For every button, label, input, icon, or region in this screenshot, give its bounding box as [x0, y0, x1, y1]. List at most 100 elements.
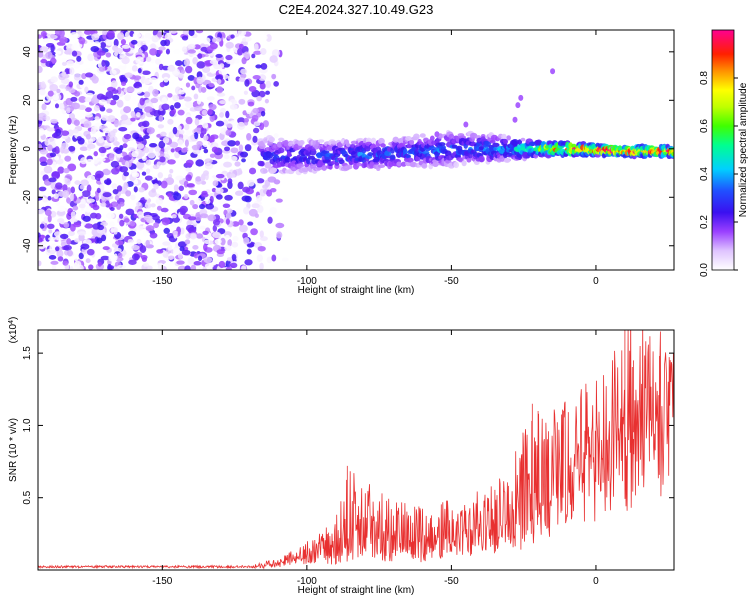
- heatmap-noise-cell: [125, 208, 135, 216]
- heatmap-noise-cell: [168, 131, 175, 139]
- heatmap-band-cell: [421, 163, 428, 169]
- heatmap-noise-cell: [110, 160, 120, 168]
- heatmap-noise-cell: [225, 110, 230, 119]
- heatmap-noise-cell: [194, 117, 200, 126]
- heatmap-noise-cell: [109, 69, 117, 76]
- heatmap-noise-cell: [238, 43, 244, 50]
- heatmap-noise-cell: [235, 208, 242, 213]
- heatmap-band-cell: [409, 140, 415, 145]
- heatmap-noise-cell: [259, 122, 265, 131]
- heatmap-noise-cell: [124, 94, 131, 102]
- heatmap-noise-cell: [273, 80, 279, 87]
- heatmap-noise-cell: [49, 152, 57, 158]
- heatmap-noise-cell: [42, 198, 49, 203]
- heatmap-noise-cell: [217, 78, 222, 85]
- heatmap-noise-cell: [250, 160, 255, 166]
- heatmap-band-cell: [469, 132, 478, 139]
- heatmap-noise-cell: [267, 216, 273, 224]
- heatmap-noise-cell: [38, 143, 43, 150]
- spectrogram-y-tick-label: 20: [22, 94, 33, 106]
- heatmap-band-cell: [506, 135, 511, 141]
- heatmap-noise-cell: [58, 121, 65, 127]
- spectrogram-y-ticks: 40 20 0 -20 -40: [22, 46, 674, 253]
- heatmap-noise-cell: [216, 37, 222, 43]
- heatmap-noise-cell: [63, 168, 70, 174]
- heatmap-noise-cell: [39, 149, 49, 155]
- heatmap-noise-cell: [177, 253, 183, 260]
- heatmap-noise-cell: [133, 179, 139, 185]
- heatmap-band-cell: [406, 157, 414, 163]
- heatmap-noise-cell: [70, 211, 76, 219]
- heatmap-band-cell: [400, 161, 407, 167]
- heatmap-noise-cell: [144, 175, 153, 181]
- heatmap-noise-cell: [215, 173, 225, 179]
- heatmap-noise-cell: [136, 161, 145, 169]
- heatmap-band-cell: [371, 143, 376, 150]
- heatmap-noise-cell: [101, 115, 109, 121]
- heatmap-noise-cell: [111, 167, 120, 175]
- heatmap-noise-cell: [211, 146, 219, 153]
- heatmap-noise-cell: [47, 137, 56, 145]
- snr-x-tick-label: -50: [444, 576, 459, 587]
- heatmap-noise-cell: [244, 79, 250, 87]
- heatmap-noise-cell: [216, 86, 224, 94]
- heatmap-band-cell: [380, 143, 386, 148]
- heatmap-noise-cell: [111, 89, 119, 94]
- heatmap-noise-cell: [172, 126, 178, 135]
- heatmap-noise-cell: [194, 106, 203, 112]
- heatmap-noise-cell: [138, 121, 147, 128]
- heatmap-noise-cell: [53, 231, 62, 237]
- heatmap-noise-cell: [261, 34, 268, 41]
- heatmap-band-cell: [434, 131, 440, 138]
- heatmap-noise-cell: [185, 65, 193, 74]
- heatmap-band-cell: [478, 145, 485, 151]
- heatmap-noise-cell: [216, 92, 226, 97]
- heatmap-band-cell: [370, 137, 377, 144]
- heatmap-noise-cell: [248, 86, 257, 93]
- heatmap-band-cell: [501, 133, 507, 139]
- heatmap-noise-cell: [38, 237, 43, 244]
- heatmap-noise-cell: [225, 260, 231, 268]
- heatmap-noise-cell: [122, 143, 128, 149]
- heatmap-noise-cell: [259, 82, 266, 90]
- heatmap-noise-cell: [187, 146, 193, 152]
- heatmap-noise-cell: [116, 185, 123, 192]
- heatmap-noise-cell: [260, 47, 267, 55]
- heatmap-noise-cell: [193, 252, 199, 259]
- heatmap-noise-cell: [107, 115, 116, 123]
- heatmap-noise-cell: [156, 249, 164, 254]
- heatmap-noise-cell: [234, 190, 244, 196]
- heatmap-noise-cell: [69, 218, 78, 223]
- heatmap-noise-cell: [226, 208, 233, 214]
- heatmap-noise-cell: [175, 175, 184, 181]
- heatmap-noise-cell: [110, 226, 119, 233]
- heatmap-noise-cell: [113, 119, 120, 128]
- heatmap-band-cell: [301, 167, 309, 173]
- heatmap-noise-cell: [46, 158, 53, 166]
- heatmap-noise-cell: [181, 249, 191, 256]
- heatmap-noise-cell: [104, 200, 110, 208]
- heatmap-band-cell: [440, 145, 446, 150]
- heatmap-noise-cell: [66, 48, 72, 54]
- heatmap-noise-cell: [150, 43, 157, 50]
- heatmap-noise-cell: [71, 50, 78, 57]
- heatmap-noise-cell: [47, 196, 52, 201]
- heatmap-noise-cell: [79, 184, 85, 190]
- heatmap-noise-cell: [119, 53, 126, 59]
- heatmap-noise-cell: [244, 195, 252, 203]
- heatmap-noise-cell: [271, 254, 277, 262]
- heatmap-noise-cell: [100, 202, 107, 207]
- heatmap-noise-cell: [106, 212, 115, 219]
- heatmap-noise-cell: [39, 223, 45, 229]
- heatmap-noise-cell: [202, 230, 209, 235]
- heatmap-noise-cell: [98, 146, 107, 154]
- heatmap-noise-cell: [203, 148, 209, 154]
- heatmap-noise-cell: [197, 53, 203, 60]
- heatmap-noise-cell: [225, 129, 232, 136]
- heatmap-band-cell: [671, 151, 674, 157]
- heatmap-noise-cell: [230, 179, 239, 185]
- heatmap-noise-cell: [167, 159, 176, 165]
- heatmap-noise-cell: [78, 203, 86, 209]
- heatmap-noise-cell: [266, 256, 273, 264]
- heatmap-noise-cell: [243, 90, 249, 95]
